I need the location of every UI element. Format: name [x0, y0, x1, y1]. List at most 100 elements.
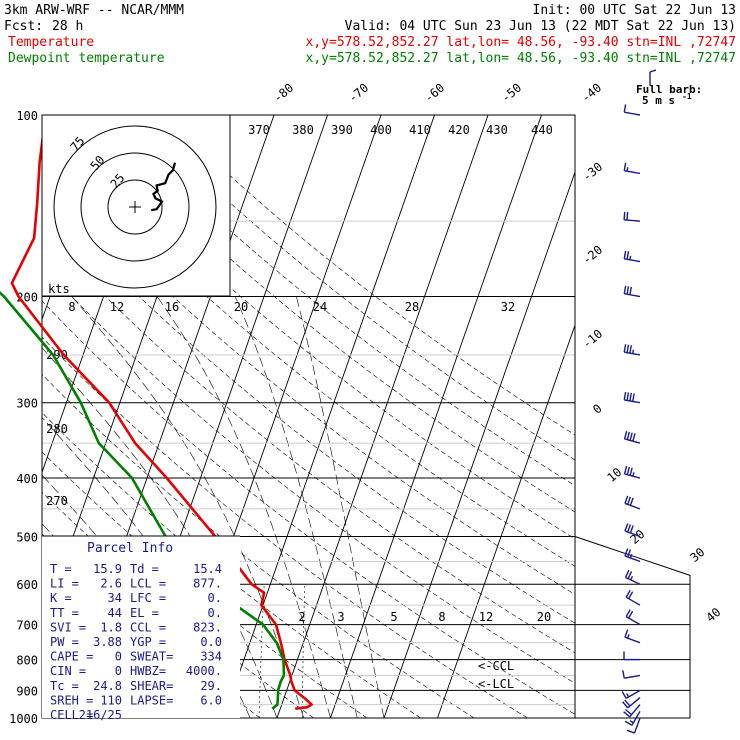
full-barb-unit-exponent: -1	[682, 92, 692, 101]
hodograph-ring	[107, 179, 163, 235]
hodograph-ring	[80, 152, 190, 262]
theta-label: 400	[370, 123, 392, 137]
isotherm-label: -30	[580, 160, 606, 185]
full-barb-unit: 5 m s	[642, 94, 675, 107]
parcel-info-cell: 15.9	[93, 562, 122, 576]
dry-adiabat-line	[165, 115, 575, 436]
wind-barb	[624, 711, 641, 726]
parcel-info-cell: 2.6	[100, 577, 122, 591]
parcel-info-cell: LI =	[50, 577, 79, 591]
isotherm-line	[330, 115, 542, 718]
isotherm-label: 40	[703, 605, 723, 625]
parcel-info-cell: HWBZ=	[130, 664, 166, 678]
hodograph-frame	[41, 114, 231, 297]
parcel-info-cell: K =	[50, 591, 72, 605]
wind-barb	[624, 569, 641, 585]
wind-barb	[624, 548, 641, 563]
wind-barb	[624, 523, 641, 538]
theta-label: 280	[46, 422, 68, 436]
parcel-info-cell: 3.88	[93, 635, 122, 649]
speed-scale-label: 24	[313, 300, 327, 314]
speed-scale-label: 16	[165, 300, 179, 314]
parcel-info-cell: 34	[108, 591, 122, 605]
parcel-info-cell: 29.	[200, 679, 222, 693]
wind-barb	[625, 609, 641, 626]
temperature-location: x,y=578.52,852.27 lat,lon= 48.56, -93.40…	[306, 35, 736, 50]
parcel-info-cell: 0.	[208, 591, 222, 605]
parcel-info-cell: CIN =	[50, 664, 86, 678]
parcel-info-cell: 877.	[193, 577, 222, 591]
mixing-ratio-label: 20	[537, 610, 551, 624]
moist-adiabat-line	[296, 297, 384, 719]
wind-barbs: Full barb: 5 m s -1	[621, 69, 702, 734]
theta-label: 380	[292, 123, 314, 137]
speed-scale-label: 8	[68, 300, 75, 314]
theta-label: 410	[409, 123, 431, 137]
lower-frame	[574, 536, 691, 719]
wind-barb	[623, 391, 641, 404]
isotherm-line	[0, 115, 7, 718]
parcel-info-cell: 1.8	[100, 620, 122, 634]
isotherm-label: -40	[579, 81, 605, 106]
forecast-label: Fcst:	[4, 19, 43, 34]
parcel-info-cell: TT =	[50, 606, 79, 620]
wind-barb	[621, 689, 641, 700]
mixing-ratio-label: 12	[479, 610, 493, 624]
parcel-info-cell: T =	[50, 562, 72, 576]
hodograph-units: kts	[48, 282, 70, 296]
parcel-info-cell: 0.0	[200, 635, 222, 649]
isotherm-line	[276, 115, 489, 718]
parcel-info-cell: Tc =	[50, 679, 79, 693]
mixing-ratio-label: 2	[298, 610, 305, 624]
parcel-info-cell: SVI =	[50, 620, 86, 634]
pressure-label: 700	[16, 619, 38, 633]
parcel-info-cell: 15.4	[193, 562, 222, 576]
wind-barb	[623, 651, 640, 661]
dewpoint-legend: Dewpoint temperature	[8, 51, 165, 66]
isotherm-label: 20	[627, 527, 647, 547]
parcel-info-cell: 0.	[208, 606, 222, 620]
isotherm-line	[0, 115, 7, 718]
wind-barb	[623, 250, 641, 263]
pressure-label: 600	[16, 578, 38, 592]
isotherm-line	[383, 170, 575, 718]
wind-barb	[623, 285, 641, 298]
parcel-info-cell: LFC =	[130, 591, 166, 605]
parcel-info-cell: 823.	[193, 620, 222, 634]
isotherm-label: -50	[499, 81, 525, 106]
moist-adiabat-line	[296, 296, 385, 718]
wind-barb	[626, 717, 641, 734]
moist-adiabat-line	[235, 297, 357, 719]
temperature-profile	[10, 114, 314, 710]
mixing-ratio-line	[258, 584, 265, 718]
parcel-panel-bg	[42, 536, 240, 718]
speed-scale-label: 28	[405, 300, 419, 314]
parcel-info-cell: SHEAR=	[130, 679, 173, 693]
mixing-ratio-label: 8	[438, 610, 445, 624]
parcel-info-cell: 4000.	[186, 664, 222, 678]
theta-label: 390	[331, 123, 353, 137]
model-title: 3km ARW-WRF -- NCAR/MMM	[4, 3, 184, 18]
wind-barb	[624, 495, 641, 510]
isotherm-label: 10	[604, 465, 624, 485]
speed-scale-label: 32	[501, 300, 515, 314]
isotherm-label: 30	[687, 545, 707, 565]
speed-scale-label: 20	[234, 300, 248, 314]
hodograph-trace	[150, 162, 177, 212]
isotherm-label: -80	[271, 81, 297, 106]
parcel-info-cell: CELL =	[50, 708, 93, 722]
temperature-legend: Temperature	[8, 35, 94, 50]
theta-label: 430	[486, 123, 508, 137]
forecast-hour: 28 h	[52, 19, 83, 34]
parcel-info-cell: SREH =	[50, 693, 93, 707]
wind-barb	[625, 589, 641, 606]
isotherm-label: -60	[422, 81, 448, 106]
hodograph-ring	[53, 125, 217, 289]
isotherm-line	[223, 115, 435, 718]
parcel-info-cell: YGP =	[130, 635, 166, 649]
wind-barb	[624, 629, 641, 644]
full-barb-label: Full barb:	[636, 83, 702, 96]
parcel-info-cell: SWEAT=	[130, 650, 173, 664]
